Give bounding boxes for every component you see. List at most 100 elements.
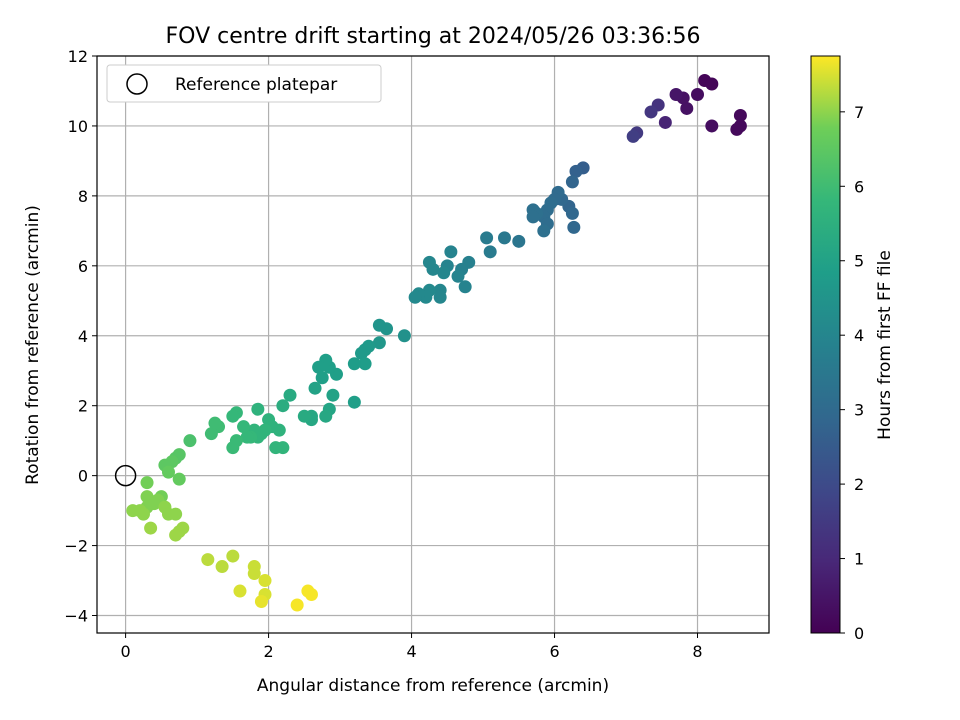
data-point	[372, 318, 386, 332]
data-point	[319, 409, 333, 423]
reference-marker	[114, 464, 137, 487]
colorbar-tick-label: 1	[854, 550, 864, 569]
data-point	[705, 119, 719, 133]
data-point	[297, 409, 311, 423]
data-point	[276, 441, 290, 455]
data-point	[172, 472, 186, 486]
data-point	[240, 430, 254, 444]
colorbar-tick-label: 3	[854, 401, 864, 420]
legend-marker	[126, 73, 148, 95]
data-point	[347, 395, 361, 409]
colorbar-tick-label: 0	[854, 624, 864, 643]
y-tick-label: 2	[78, 397, 88, 416]
data-point	[290, 598, 304, 612]
data-points	[126, 73, 747, 612]
x-tick-label: 6	[549, 642, 559, 661]
colorbar-label: Hours from first FF file	[875, 250, 895, 440]
y-tick-label: 4	[78, 327, 88, 346]
data-point	[569, 164, 583, 178]
legend-box	[106, 64, 382, 103]
colorbar-gradient	[810, 55, 841, 634]
data-point	[169, 528, 183, 542]
data-point	[444, 245, 458, 259]
data-point	[254, 595, 268, 609]
data-point	[208, 416, 222, 430]
plot-frame	[96, 55, 770, 634]
data-point	[644, 105, 658, 119]
data-point	[372, 336, 386, 350]
data-point	[437, 266, 451, 280]
data-point	[567, 220, 581, 234]
data-point	[565, 206, 579, 220]
y-tick-label: −2	[64, 537, 88, 556]
data-point	[537, 224, 551, 238]
data-point	[458, 280, 472, 294]
data-point	[483, 245, 497, 259]
x-tick-label: 0	[121, 642, 131, 661]
data-point	[161, 465, 175, 479]
y-tick-label: 12	[68, 47, 88, 66]
data-point	[251, 402, 265, 416]
x-tick-label: 8	[692, 642, 702, 661]
data-point	[733, 108, 747, 122]
data-point	[526, 210, 540, 224]
data-point	[512, 234, 526, 248]
y-tick-label: 6	[78, 257, 88, 276]
data-point	[136, 507, 150, 521]
data-point	[326, 388, 340, 402]
data-point	[626, 129, 640, 143]
data-point	[422, 255, 436, 269]
data-point	[233, 584, 247, 598]
y-axis-ticks: −4 −2 0 2 4 6 8 10 12	[64, 47, 97, 626]
data-point	[355, 346, 369, 360]
data-point	[201, 553, 215, 567]
data-point	[669, 87, 683, 101]
data-point	[358, 357, 372, 371]
x-axis-label: Angular distance from reference (arcmin)	[257, 676, 609, 696]
data-point	[140, 476, 154, 490]
data-point	[126, 504, 140, 518]
data-point	[308, 381, 322, 395]
x-axis-ticks: 0 2 4 6 8	[121, 633, 703, 661]
colorbar-tick-label: 4	[854, 326, 864, 345]
data-point	[433, 290, 447, 304]
colorbar: 0 1 2 3 4 5 6 7 Hours from first FF file	[810, 55, 895, 643]
data-point	[258, 574, 272, 588]
data-point	[204, 427, 218, 441]
data-point	[283, 388, 297, 402]
data-point	[237, 420, 251, 434]
legend-label: Reference platepar	[175, 75, 337, 95]
data-point	[169, 507, 183, 521]
data-point	[397, 329, 411, 343]
colorbar-ticks: 0 1 2 3 4 5 6 7	[840, 103, 864, 643]
data-point	[730, 122, 744, 136]
colorbar-tick-label: 5	[854, 252, 864, 271]
data-point	[680, 101, 694, 115]
x-tick-label: 4	[406, 642, 416, 661]
y-tick-label: 0	[78, 467, 88, 486]
data-point	[408, 290, 422, 304]
data-point	[226, 549, 240, 563]
data-point	[183, 434, 197, 448]
x-tick-label: 2	[263, 642, 273, 661]
legend: Reference platepar	[106, 64, 382, 103]
grid-lines	[97, 55, 769, 633]
data-point	[451, 269, 465, 283]
y-tick-label: 8	[78, 187, 88, 206]
y-tick-label: 10	[68, 117, 88, 136]
y-axis-label: Rotation from reference (arcmin)	[23, 205, 43, 485]
colorbar-tick-label: 6	[854, 177, 864, 196]
data-point	[565, 175, 579, 189]
data-point	[144, 521, 158, 535]
data-point	[705, 77, 719, 91]
data-point	[304, 588, 318, 602]
colorbar-tick-label: 7	[854, 103, 864, 122]
data-point	[658, 115, 672, 129]
data-point	[247, 567, 261, 581]
data-point	[226, 441, 240, 455]
data-point	[276, 399, 290, 413]
data-point	[497, 231, 511, 245]
data-point	[347, 357, 361, 371]
data-point	[215, 560, 229, 574]
